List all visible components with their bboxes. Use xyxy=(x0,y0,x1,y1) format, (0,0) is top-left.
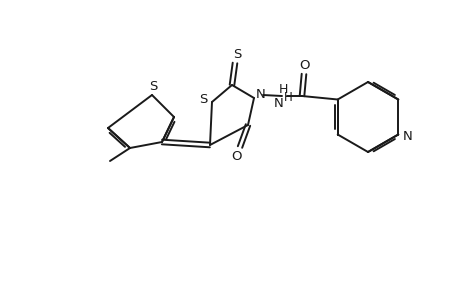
Text: N: N xyxy=(402,130,411,143)
Text: S: S xyxy=(198,92,207,106)
Text: H: H xyxy=(283,91,292,103)
Text: O: O xyxy=(299,58,309,71)
Text: S: S xyxy=(149,80,157,92)
Text: H: H xyxy=(278,82,287,95)
Text: N: N xyxy=(274,97,283,110)
Text: O: O xyxy=(231,149,242,163)
Text: S: S xyxy=(232,47,241,61)
Text: N: N xyxy=(256,88,265,100)
